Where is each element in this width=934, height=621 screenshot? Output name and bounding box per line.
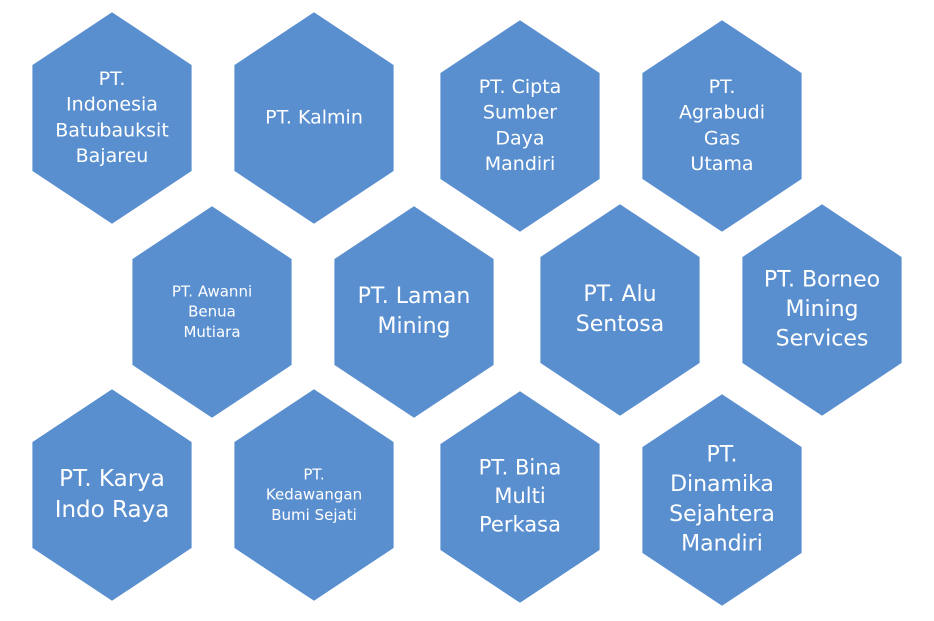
node-label: Mandiri — [485, 153, 556, 175]
node-label: Mutiara — [183, 323, 240, 341]
node-label: PT. Awanni — [172, 282, 252, 300]
node-label: Daya — [495, 127, 544, 149]
node-label: PT. Kalmin — [265, 107, 363, 129]
node-label: Sejahtera — [669, 502, 775, 527]
node-label: Sumber — [483, 102, 557, 124]
hexagon — [640, 391, 804, 609]
hexagon — [30, 9, 194, 227]
node-label: Bajareu — [76, 145, 149, 167]
hexagon — [130, 203, 294, 421]
node-label: Perkasa — [479, 512, 561, 536]
node-label: Indo Raya — [55, 497, 170, 523]
node-label: Batubauksit — [55, 119, 169, 141]
hexagon — [30, 386, 194, 604]
node-label: Utama — [690, 153, 753, 175]
node-label: Agrabudi — [679, 102, 765, 124]
node-label: Indonesia — [66, 94, 158, 116]
hexagon — [438, 388, 602, 606]
node-label: Multi — [494, 484, 545, 508]
hexagon — [232, 9, 396, 227]
node-label: PT. Alu — [583, 282, 656, 307]
hexagon — [332, 203, 496, 421]
node-label: PT. Karya — [59, 466, 165, 492]
hexagon — [538, 201, 702, 419]
node-label: PT. — [706, 442, 737, 467]
node-label: PT. — [709, 76, 736, 98]
node-label: Gas — [704, 127, 740, 149]
node-label: PT. Cipta — [479, 76, 562, 98]
node-label: PT. Laman — [358, 284, 471, 309]
hexagon — [232, 386, 396, 604]
node-label: Sentosa — [576, 312, 664, 337]
node-label: Benua — [188, 303, 236, 321]
node-label: PT. — [303, 465, 324, 483]
node-label: PT. Borneo — [764, 267, 880, 292]
node-label: Mining — [377, 314, 450, 339]
hexagon — [640, 17, 804, 235]
hexagon — [438, 17, 602, 235]
node-label: PT. — [99, 68, 126, 90]
node-label: Mandiri — [681, 532, 763, 557]
node-label: PT. Bina — [479, 456, 562, 480]
node-label: Kedawangan — [266, 486, 362, 504]
hexagon — [740, 201, 904, 419]
node-label: Dinamika — [670, 472, 774, 497]
node-label: Bumi Sejati — [271, 506, 357, 524]
node-label: Mining — [785, 297, 858, 322]
node-label: Services — [776, 327, 869, 352]
